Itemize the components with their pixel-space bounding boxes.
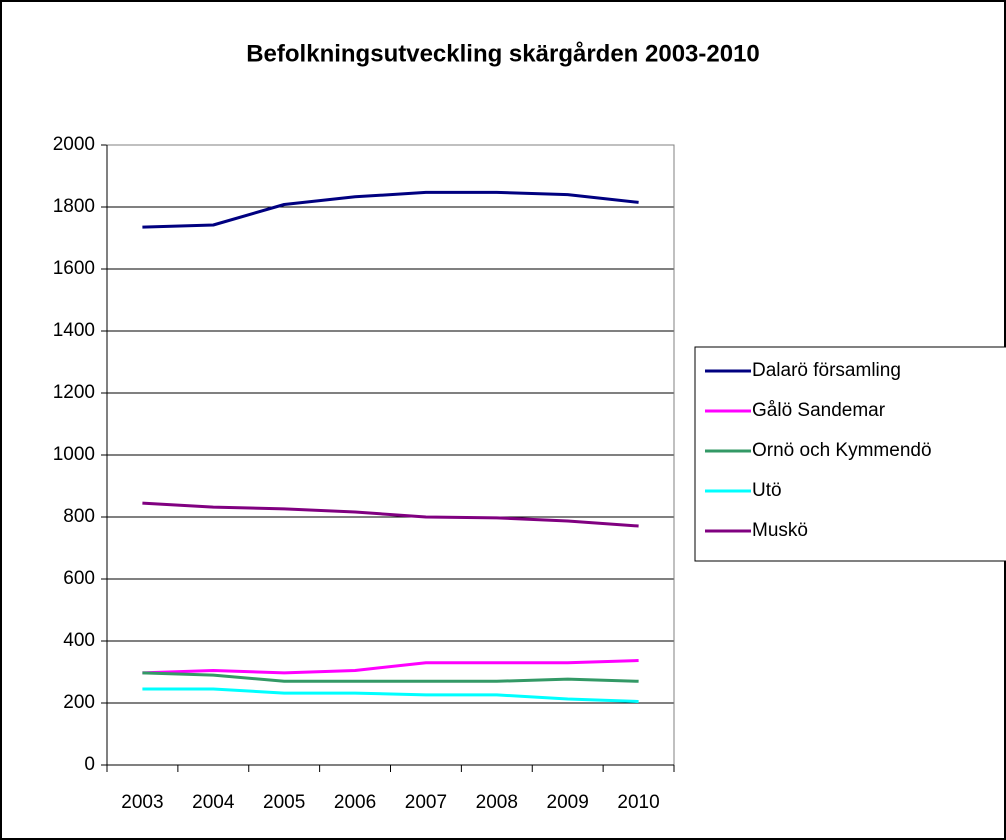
series-line (142, 659, 639, 675)
series-line (142, 671, 639, 683)
series-line (142, 501, 639, 528)
legend-label: Utö (752, 480, 782, 501)
y-tick-label: 1200 (53, 382, 95, 403)
y-tick-label: 200 (63, 692, 95, 713)
y-tick-label: 800 (63, 506, 95, 527)
y-tick-label: 2000 (53, 134, 95, 155)
x-tick-label: 2004 (192, 792, 235, 813)
x-tick-label: 2010 (617, 792, 659, 813)
x-tick-label: 2008 (476, 792, 518, 813)
chart-title: Befolkningsutveckling skärgården 2003-20… (246, 40, 760, 67)
y-tick-label: 1800 (53, 196, 95, 217)
y-tick-label: 1600 (53, 258, 95, 279)
x-tick-label: 2007 (405, 792, 447, 813)
legend-box (694, 346, 1006, 562)
x-tick-label: 2003 (121, 792, 163, 813)
x-tick-label: 2009 (547, 792, 589, 813)
y-tick-label: 0 (84, 754, 95, 775)
y-tick-label: 1000 (53, 444, 95, 465)
y-tick-label: 1400 (53, 320, 95, 341)
y-tick-label: 400 (63, 630, 95, 651)
series-line (142, 190, 639, 229)
x-tick-label: 2005 (263, 792, 305, 813)
legend-label: Ornö och Kymmendö (752, 440, 932, 461)
legend-label: Muskö (752, 520, 808, 541)
y-tick-label: 600 (63, 568, 95, 589)
x-tick-label: 2006 (334, 792, 376, 813)
legend-label: Gålö Sandemar (752, 400, 886, 421)
series-line (142, 687, 639, 703)
legend-label: Dalarö församling (752, 360, 901, 381)
